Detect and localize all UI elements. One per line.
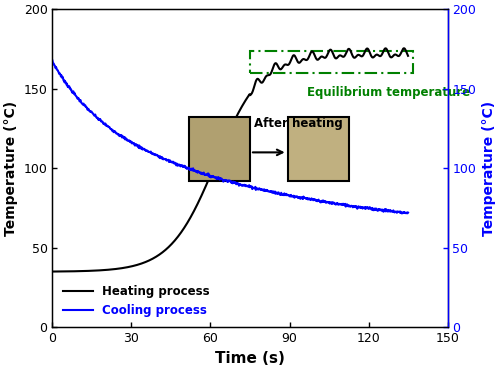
Cooling process	[399, 211, 405, 216]
Cooling process	[405, 211, 411, 215]
Heating process	[72, 269, 78, 273]
Heating process	[401, 46, 407, 50]
Heating process	[266, 73, 272, 77]
Cooling process	[356, 204, 362, 209]
Legend: Heating process, Cooling process: Heating process, Cooling process	[58, 280, 214, 322]
Heating process	[256, 78, 262, 82]
Text: After heating: After heating	[254, 117, 342, 130]
Text: Equilibrium temperature: Equilibrium temperature	[307, 85, 470, 98]
Heating process	[319, 54, 325, 59]
Bar	[288, 117, 349, 181]
Heating process	[405, 54, 411, 58]
Cooling process	[276, 191, 282, 195]
Cooling process	[72, 92, 78, 97]
Heating process	[50, 269, 56, 274]
Cooling process	[256, 186, 262, 191]
Line: Heating process: Heating process	[52, 48, 408, 272]
Y-axis label: Temperature (°C): Temperature (°C)	[482, 101, 496, 236]
Bar	[250, 51, 414, 73]
X-axis label: Time (s): Time (s)	[215, 351, 285, 366]
Line: Cooling process: Cooling process	[52, 61, 408, 213]
Heating process	[356, 53, 362, 57]
Cooling process	[319, 198, 325, 203]
Heating process	[276, 66, 282, 70]
Y-axis label: Temperature (°C): Temperature (°C)	[4, 101, 18, 236]
Cooling process	[50, 58, 56, 63]
Bar	[189, 117, 250, 181]
Cooling process	[266, 189, 272, 194]
